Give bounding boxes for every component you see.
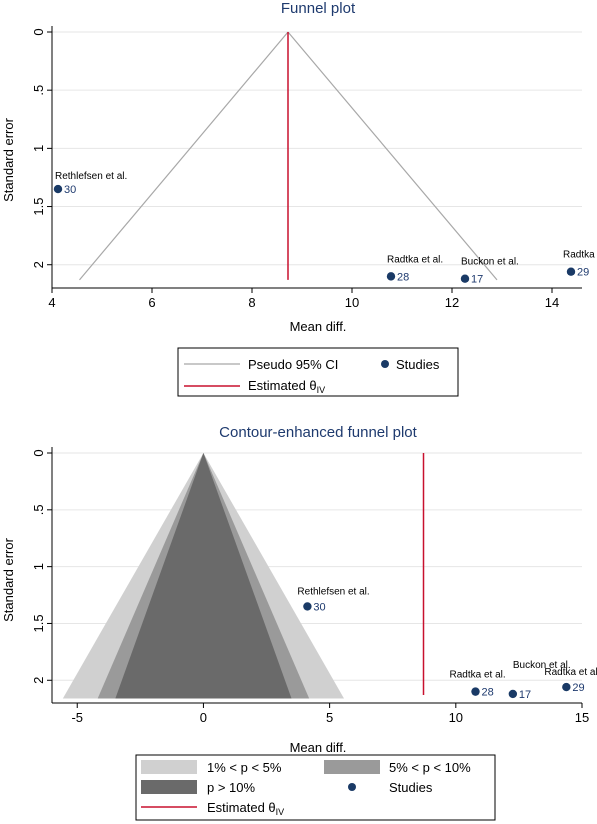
axes: 4 6 8 10 12 14 0 .5 1 1.5 2 xyxy=(31,26,582,310)
study-id-label: 29 xyxy=(572,682,584,694)
legend-label: Estimated θIV xyxy=(248,378,325,395)
legend-label: Estimated θIV xyxy=(207,800,284,817)
x-tick-label: 8 xyxy=(248,295,255,310)
y-tick-label: 2 xyxy=(31,677,46,684)
legend-rect-swatch xyxy=(141,780,197,794)
x-tick-label: 0 xyxy=(200,710,207,725)
study-marker xyxy=(460,274,470,283)
legend-label: Pseudo 95% CI xyxy=(248,357,338,372)
study-id-label: 28 xyxy=(481,687,493,699)
pseudo-ci-left-line xyxy=(79,31,289,281)
study-marker xyxy=(386,272,396,281)
study-point: 28 Radtka et al. xyxy=(449,670,505,699)
study-author-label: Radtka et al. xyxy=(449,670,505,681)
study-id-label: 30 xyxy=(64,184,76,196)
chart-background xyxy=(0,0,597,400)
study-id-label: 17 xyxy=(471,274,483,286)
study-point: 30 Rethlefsen et al. xyxy=(297,586,369,613)
y-tick-label: 1.5 xyxy=(31,198,46,216)
x-tick-label: 5 xyxy=(326,710,333,725)
chart-title: Contour-enhanced funnel plot xyxy=(219,424,417,441)
study-id-label: 29 xyxy=(577,267,589,279)
study-marker xyxy=(562,682,571,692)
x-tick-label: 14 xyxy=(545,295,559,310)
contour-enhanced-funnel-plot: Contour-enhanced funnel plot 30 Rethlefse… xyxy=(1,424,597,821)
study-point: 29 Radtka et al. xyxy=(563,250,597,279)
x-tick-label: 15 xyxy=(575,710,589,725)
legend-item-pseudo-ci: Pseudo 95% CI xyxy=(184,357,338,372)
study-id-label: 17 xyxy=(519,689,531,701)
y-tick-label: 1.5 xyxy=(31,614,46,632)
axes: -5 0 5 10 15 0 .5 1 1.5 2 xyxy=(31,447,589,725)
y-tick-label: .5 xyxy=(31,85,46,96)
y-tick-label: 0 xyxy=(31,449,46,456)
grid xyxy=(52,31,582,266)
x-tick-label: 4 xyxy=(48,295,55,310)
study-marker xyxy=(566,267,576,276)
x-tick-label: 10 xyxy=(449,710,463,725)
study-point: 17 Buckon et al. xyxy=(460,257,519,286)
study-id-label: 28 xyxy=(397,271,409,283)
legend-box xyxy=(177,347,459,397)
legend-item-studies: Studies xyxy=(381,357,440,372)
legend-label: 5% < p < 10% xyxy=(389,760,471,775)
study-author-label: Radtka et al xyxy=(544,667,597,678)
x-tick-label: 10 xyxy=(345,295,359,310)
study-author-label: Radtka et al. xyxy=(563,250,597,261)
legend-dot-swatch xyxy=(348,783,356,791)
study-point: 30 Rethlefsen et al. xyxy=(53,171,127,196)
x-tick-label: 12 xyxy=(445,295,459,310)
contour-p-gt10 xyxy=(115,453,292,699)
x-tick-label: 6 xyxy=(148,295,155,310)
y-tick-label: 1 xyxy=(31,145,46,152)
plot-marks: 30 Rethlefsen et al. 28 Radtka et al. 17 Buck… xyxy=(53,31,597,286)
legend-item-estimate: Estimated θIV xyxy=(184,378,325,395)
study-marker xyxy=(508,689,518,699)
x-axis-label: Mean diff. xyxy=(290,319,347,334)
study-author-label: Rethlefsen et al. xyxy=(55,171,127,182)
x-tick-label: -5 xyxy=(71,710,83,725)
legend: 1% < p < 5% 5% < p < 10% p > 10% Studies… xyxy=(135,754,496,821)
legend-label: p > 10% xyxy=(207,780,256,795)
x-axis-label: Mean diff. xyxy=(290,740,347,755)
chart-title: Funnel plot xyxy=(281,0,356,17)
study-marker xyxy=(303,602,312,611)
legend-item-p-1-5: 1% < p < 5% xyxy=(141,760,282,775)
legend-item-p-gt10: p > 10% xyxy=(141,780,256,795)
legend-item-p-5-10: 5% < p < 10% xyxy=(324,760,471,775)
legend: Pseudo 95% CI Studies Estimated θIV xyxy=(177,347,459,397)
study-point: 28 Radtka et al. xyxy=(386,254,443,283)
y-tick-label: 2 xyxy=(31,261,46,268)
study-author-label: Rethlefsen et al. xyxy=(297,586,369,597)
legend-rect-swatch xyxy=(324,760,380,774)
pseudo-ci-right-line xyxy=(287,31,498,281)
study-id-label: 30 xyxy=(313,601,325,613)
plot-marks: 30 Rethlefsen et al. 28 Radtka et al. 17 Buck… xyxy=(62,453,597,701)
study-author-label: Radtka et al. xyxy=(387,254,443,265)
y-axis-label: Standard error xyxy=(1,537,16,621)
legend-label: Studies xyxy=(396,357,440,372)
legend-label: Studies xyxy=(389,780,433,795)
legend-item-estimate: Estimated θIV xyxy=(141,800,284,817)
legend-item-studies: Studies xyxy=(348,780,433,795)
study-marker xyxy=(53,184,63,194)
study-author-label: Buckon et al. xyxy=(461,257,519,268)
y-tick-label: 1 xyxy=(31,563,46,570)
legend-dot-swatch xyxy=(381,360,389,368)
study-point: 29 Radtka et al xyxy=(544,667,597,694)
legend-rect-swatch xyxy=(141,760,197,774)
y-axis-label: Standard error xyxy=(1,117,16,201)
legend-label: 1% < p < 5% xyxy=(207,760,282,775)
study-point: 17 Buckon et al. xyxy=(508,660,571,701)
study-marker xyxy=(471,687,480,696)
y-tick-label: 0 xyxy=(31,28,46,35)
study-author-label: Buckon et al. xyxy=(513,660,571,671)
y-tick-label: .5 xyxy=(31,504,46,515)
